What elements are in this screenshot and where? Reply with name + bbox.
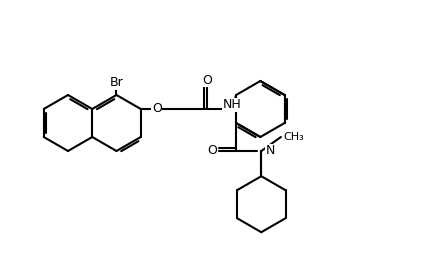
Text: O: O	[202, 74, 212, 87]
Text: N: N	[265, 144, 275, 158]
Text: Br: Br	[110, 76, 123, 90]
Text: CH₃: CH₃	[283, 132, 304, 142]
Text: O: O	[208, 144, 218, 158]
Text: NH: NH	[223, 99, 242, 111]
Text: O: O	[152, 102, 162, 116]
